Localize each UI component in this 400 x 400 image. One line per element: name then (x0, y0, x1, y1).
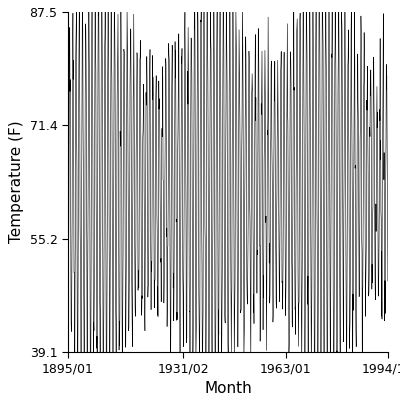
X-axis label: Month: Month (204, 381, 252, 396)
Y-axis label: Temperature (F): Temperature (F) (9, 121, 24, 243)
